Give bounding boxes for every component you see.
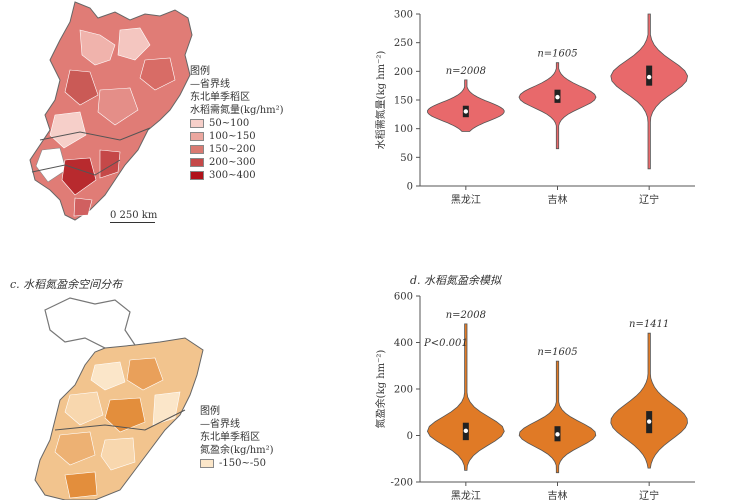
violin-chart-d-svg: -200 0 200 400 600 氮盈余(kg hm⁻²) d. 水稻氮盈余模拟 n=20… <box>374 274 695 502</box>
y-tick-label: 50 <box>400 153 413 164</box>
legend-variable: 水稻需氮量(kg/hm²) <box>190 105 284 116</box>
y-tick-label: -200 <box>391 478 413 489</box>
median-point <box>463 428 469 434</box>
scale-bar-line <box>110 222 155 223</box>
y-axis-label: 水稻需氮量(kg hm⁻²) <box>374 51 387 150</box>
violin-shape <box>610 13 689 170</box>
legend-title: 图例 <box>190 66 210 77</box>
legend-swatch <box>200 459 214 468</box>
median-point <box>646 419 652 424</box>
legend-class-row: 200~300 <box>190 156 284 169</box>
violin-chart-b: 0 50 100 150 200 250 300 水稻需氮量(kg hm⁻²) n=2008 黑龙… <box>365 0 710 230</box>
y-tick-label: 250 <box>394 38 413 49</box>
y-tick-label: 400 <box>394 338 413 349</box>
x-tick-label: 吉林 <box>548 489 568 500</box>
y-tick-label: 0 <box>407 431 413 442</box>
y-tick-label: 150 <box>394 96 413 107</box>
x-tick-label: 辽宁 <box>639 489 659 500</box>
legend-variable: 氮盈余(kg/hm²) <box>200 445 274 456</box>
median-point <box>463 109 469 114</box>
legend-title: 图例 <box>200 406 220 417</box>
y-tick-label: 200 <box>394 67 413 78</box>
violin-shape <box>518 360 597 474</box>
violin-shape <box>518 62 597 150</box>
legend-class-label: 50~100 <box>209 118 250 129</box>
median-point <box>555 94 560 100</box>
y-axis-label: 氮盈余(kg hm⁻²) <box>374 350 387 429</box>
y-tick-label: 0 <box>407 182 413 193</box>
legend-region: 东北单季稻区 <box>190 92 250 103</box>
legend-class-row: 150~200 <box>190 143 284 156</box>
legend-swatch <box>190 145 204 154</box>
y-tick-label: 100 <box>394 124 413 135</box>
legend-swatch <box>190 171 204 180</box>
legend-class-label: 200~300 <box>209 157 256 168</box>
panel-c-caption: c. 水稻氮盈余空间分布 <box>10 278 123 291</box>
legend-class-label: 150~200 <box>209 144 256 155</box>
median-point <box>646 74 652 80</box>
map-panel-c <box>25 290 215 500</box>
scale-bar-label: 0 250 km <box>110 210 158 221</box>
legend-panel-a: 图例 —省界线 东北单季稻区 水稻需氮量(kg/hm²) 50~100 100~… <box>190 65 284 182</box>
median-point <box>555 432 560 437</box>
legend-swatch <box>190 119 204 128</box>
violin-shape <box>426 323 505 471</box>
legend-swatch <box>190 158 204 167</box>
legend-class-row: -150~-50 <box>200 457 274 470</box>
legend-class-label: -150~-50 <box>219 458 266 469</box>
x-tick-label: 黑龙江 <box>451 193 481 206</box>
sample-size-label: n=1411 <box>629 319 669 330</box>
nitrogen-surplus-map <box>34 297 204 500</box>
y-tick-label: 600 <box>394 292 413 303</box>
sample-size-label: n=2008 <box>446 310 486 321</box>
sample-size-label: n=1605 <box>537 347 577 358</box>
legend-boundary: —省界线 <box>200 419 240 430</box>
x-tick-label: 辽宁 <box>639 193 659 206</box>
y-tick-label: 200 <box>394 385 413 396</box>
legend-panel-c: 图例 —省界线 东北单季稻区 氮盈余(kg/hm²) -150~-50 <box>200 405 274 470</box>
legend-swatch <box>190 132 204 141</box>
x-tick-label: 吉林 <box>548 193 568 206</box>
y-tick-label: 300 <box>394 10 413 21</box>
legend-boundary: —省界线 <box>190 79 230 90</box>
legend-class-label: 300~400 <box>209 170 256 181</box>
map-panel-a <box>20 0 200 228</box>
scale-bar: 0 250 km <box>110 210 157 223</box>
x-tick-label: 黑龙江 <box>451 489 481 500</box>
violin-chart-b-svg: 0 50 100 150 200 250 300 水稻需氮量(kg hm⁻²) n=2008 黑龙… <box>374 10 695 206</box>
legend-region: 东北单季稻区 <box>200 432 260 443</box>
p-value-label: P<0.001 <box>423 338 468 349</box>
legend-class-row: 300~400 <box>190 169 284 182</box>
violin-shape <box>426 79 505 132</box>
sample-size-label: n=2008 <box>446 66 486 77</box>
nitrogen-demand-map <box>29 1 193 221</box>
legend-class-row: 100~150 <box>190 130 284 143</box>
chart-title: d. 水稻氮盈余模拟 <box>410 274 502 287</box>
legend-class-label: 100~150 <box>209 131 256 142</box>
violin-chart-d: -200 0 200 400 600 氮盈余(kg hm⁻²) d. 水稻氮盈余模拟 n=20… <box>365 262 710 502</box>
legend-class-row: 50~100 <box>190 117 284 130</box>
sample-size-label: n=1605 <box>537 49 577 60</box>
violin-shape <box>610 332 688 469</box>
